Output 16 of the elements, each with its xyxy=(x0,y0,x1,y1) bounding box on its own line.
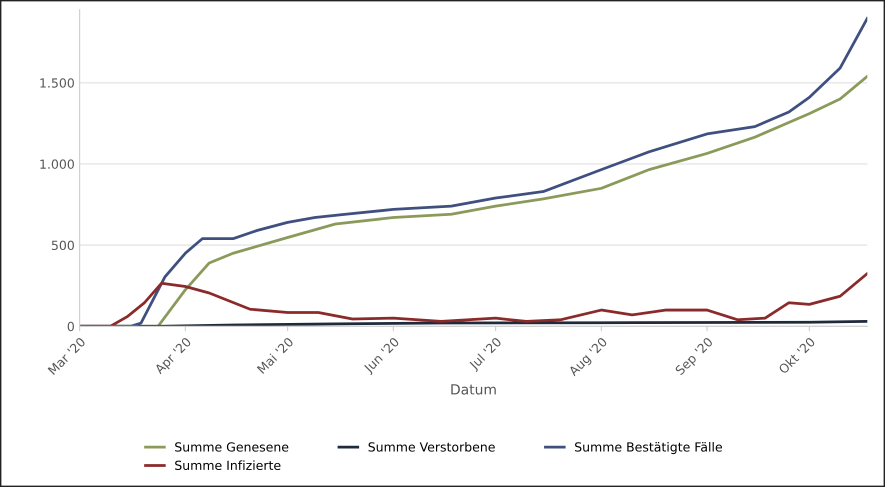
x-axis-title: Datum xyxy=(451,384,496,395)
x-tick-label: Apr '20 xyxy=(154,336,194,376)
legend-label: Summe Verstorbene xyxy=(368,442,495,452)
y-tick-label: 1.500 xyxy=(40,78,74,88)
legend-label: Summe Genesene xyxy=(175,442,288,452)
y-tick-label: 0 xyxy=(68,322,74,332)
x-tick-label: Jul '20 xyxy=(468,336,504,372)
x-tick-label: Sep '20 xyxy=(674,336,716,378)
legend-label: Summe Infizierte xyxy=(175,460,280,470)
y-tick-label: 500 xyxy=(52,240,74,250)
legend-label: Summe Bestätigte Fälle xyxy=(575,442,722,454)
x-tick-label: Mai '20 xyxy=(256,336,294,374)
x-tick-label: Mar '20 xyxy=(48,336,86,376)
x-tick-label: Okt '20 xyxy=(778,336,816,374)
x-tick-label: Jun '20 xyxy=(362,336,402,376)
y-tick-label: 1.000 xyxy=(40,159,74,169)
